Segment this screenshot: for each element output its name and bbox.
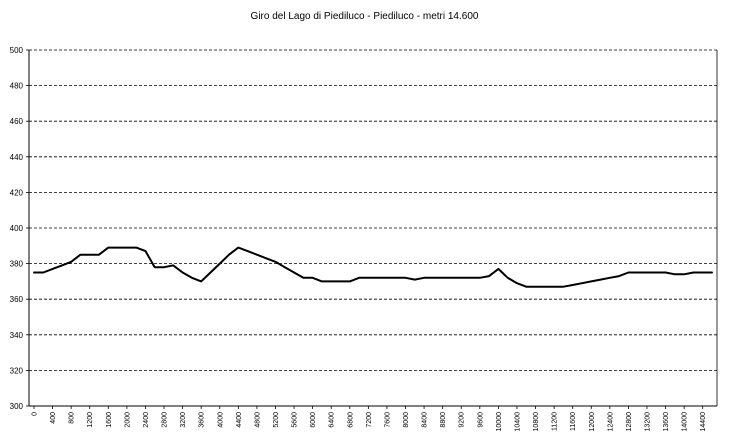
- x-tick-label: 6400: [329, 412, 336, 428]
- x-tick-label: 6800: [347, 412, 354, 428]
- x-tick-label: 11600: [570, 412, 577, 431]
- elevation-series-line: [33, 246, 713, 288]
- x-tick-label: 0: [32, 412, 39, 416]
- x-tick-label: 14000: [682, 412, 689, 432]
- series-layer: [33, 246, 713, 288]
- x-tick-label: 400: [50, 412, 57, 424]
- y-tick-label: 400: [10, 224, 24, 233]
- x-tick-label: 1600: [106, 412, 113, 428]
- x-tick-label: 2800: [162, 412, 169, 428]
- x-tick-label: 2400: [143, 412, 150, 428]
- y-tick-label: 440: [10, 153, 24, 162]
- x-tick-label: 8400: [422, 412, 429, 428]
- x-tick-label: 4400: [236, 412, 243, 428]
- x-tick-label: 13200: [644, 412, 651, 432]
- x-tick-label: 1200: [87, 412, 94, 428]
- x-tick-label: 5200: [273, 412, 280, 428]
- x-tick-label: 12400: [607, 412, 614, 432]
- x-tick-label: 8800: [440, 412, 447, 428]
- y-tick-label: 460: [10, 117, 24, 126]
- x-tick-label: 4000: [217, 412, 224, 428]
- x-tick-label: 9600: [477, 412, 484, 428]
- chart-title: Giro del Lago di Piediluco - Piediluco -…: [250, 11, 479, 22]
- x-tick-label: 12800: [626, 412, 633, 432]
- x-tick-label: 4800: [254, 412, 261, 428]
- y-tick-label: 480: [10, 82, 24, 91]
- x-tick-label: 6000: [310, 412, 317, 428]
- x-tick-label: 8000: [403, 412, 410, 428]
- x-tick-label: 11200: [552, 412, 559, 431]
- y-tick-label: 360: [10, 295, 24, 304]
- x-tick-label: 3600: [199, 412, 206, 428]
- x-tick-label: 14400: [700, 412, 707, 432]
- y-tick-label: 300: [10, 402, 24, 411]
- x-tick-label: 7200: [366, 412, 373, 428]
- x-tick-label: 12000: [589, 412, 596, 432]
- x-tick-labels: 0 400 800 1200 1600 2000 2400 2800 3200 3600 4000 4…: [32, 412, 708, 432]
- x-tick-label: 9200: [459, 412, 466, 428]
- x-tick-label: 10800: [533, 412, 540, 432]
- y-tick-label: 500: [10, 46, 24, 55]
- x-tick-label: 10000: [496, 412, 503, 432]
- x-tick-label: 13600: [663, 412, 670, 432]
- y-tick-label: 420: [10, 188, 24, 197]
- axes: [26, 49, 718, 409]
- y-tick-label: 380: [10, 260, 24, 269]
- x-tick-label: 10400: [514, 412, 521, 432]
- x-tick-label: 800: [69, 412, 76, 424]
- x-tick-label: 3200: [180, 412, 187, 428]
- y-tick-label: 340: [10, 331, 24, 340]
- y-tick-labels: 300 320 340 360 380 400 420 440 460 480 500: [10, 46, 24, 411]
- x-tick-label: 7600: [384, 412, 391, 428]
- gridlines: [29, 49, 717, 371]
- x-tick-label: 2000: [124, 412, 131, 428]
- x-tick-label: 5600: [292, 412, 299, 428]
- y-tick-label: 320: [10, 366, 24, 375]
